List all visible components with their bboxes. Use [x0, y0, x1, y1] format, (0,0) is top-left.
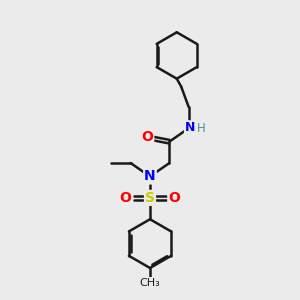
Text: S: S [145, 191, 155, 205]
Text: O: O [120, 191, 132, 205]
Text: N: N [144, 169, 156, 184]
Text: O: O [168, 191, 180, 205]
Text: H: H [197, 122, 206, 135]
Text: CH₃: CH₃ [140, 278, 160, 288]
Text: O: O [141, 130, 153, 144]
Text: N: N [185, 121, 195, 134]
